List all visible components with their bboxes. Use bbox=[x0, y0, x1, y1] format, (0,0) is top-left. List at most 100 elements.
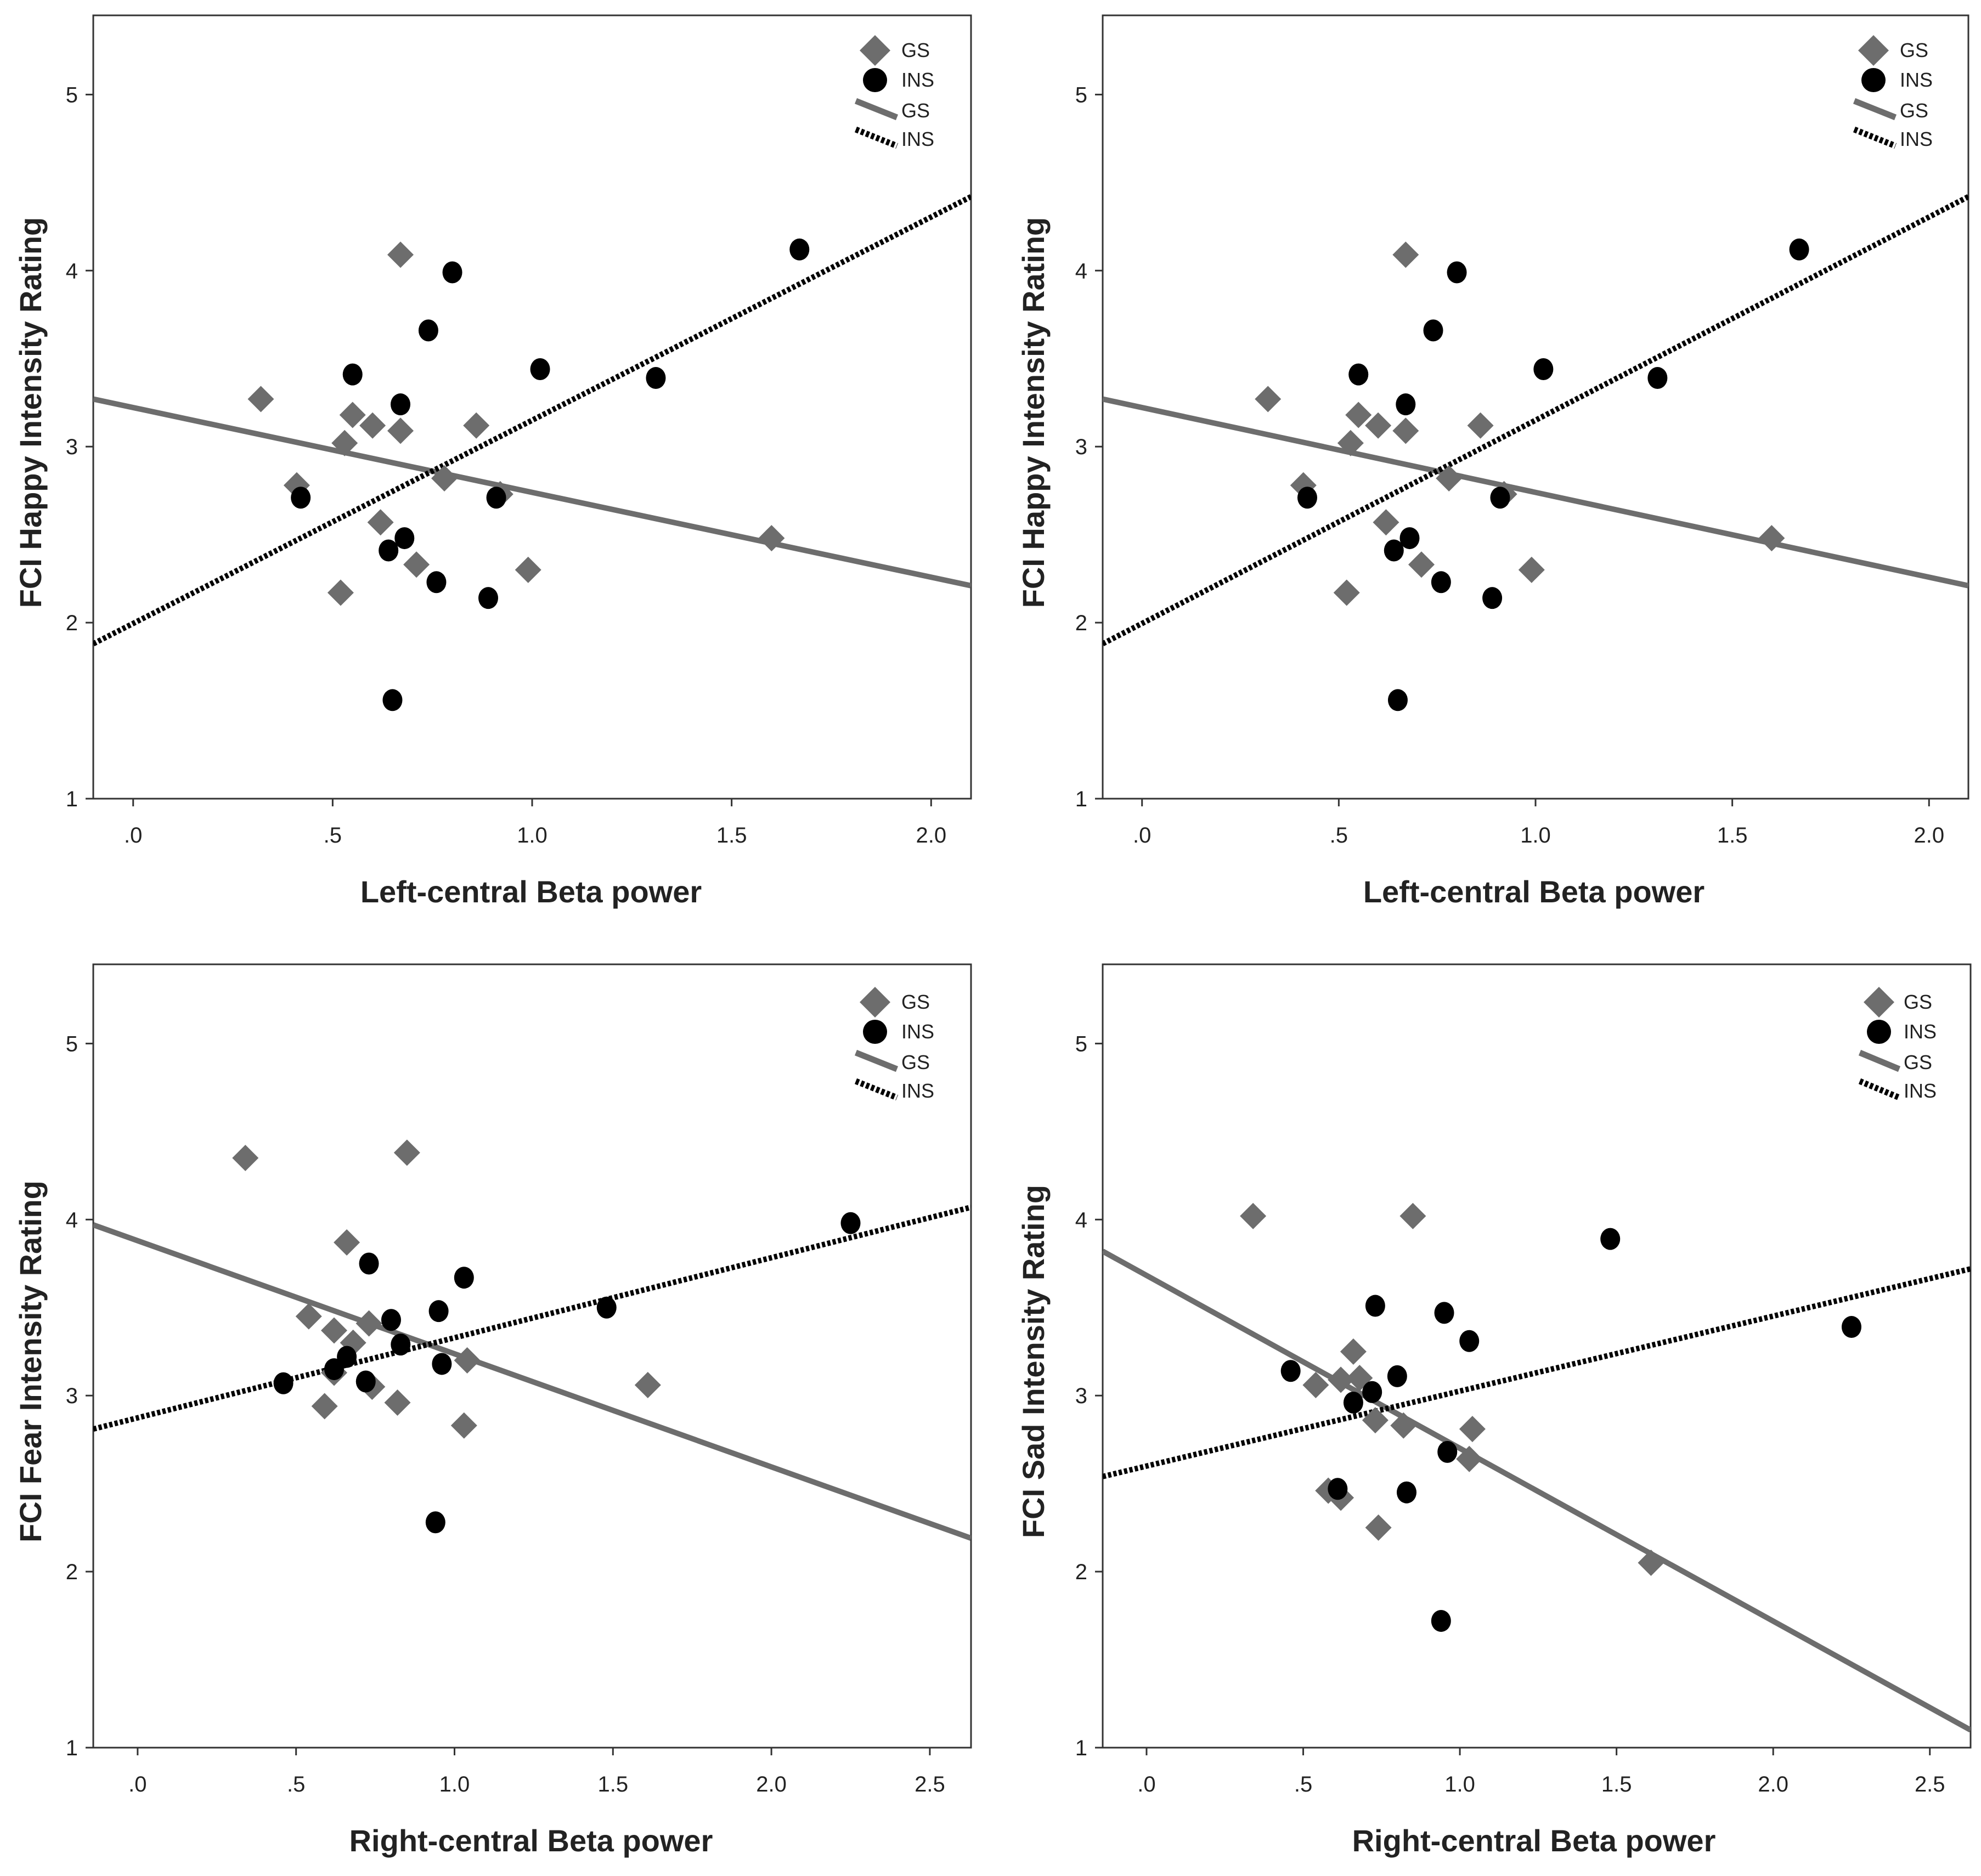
gs-point bbox=[311, 1393, 338, 1420]
ins-point bbox=[1396, 1481, 1416, 1504]
ins-point bbox=[1437, 1440, 1458, 1463]
y-tick-label: 5 bbox=[1075, 83, 1087, 107]
x-tick-label: 1.5 bbox=[597, 1772, 628, 1796]
gs-point bbox=[1302, 1371, 1329, 1398]
x-tick-label: 2.5 bbox=[915, 1772, 945, 1796]
ins-point bbox=[391, 1333, 411, 1356]
legend-gs-marker-label: GS bbox=[1900, 39, 1928, 61]
gs-point bbox=[634, 1371, 661, 1398]
gs-point bbox=[387, 241, 414, 268]
ins-point bbox=[1447, 261, 1467, 284]
y-tick-label: 3 bbox=[1075, 435, 1087, 459]
x-tick-label: 2.0 bbox=[756, 1772, 787, 1796]
ins-point bbox=[1841, 1316, 1861, 1338]
ins-point bbox=[391, 393, 410, 416]
gs-point bbox=[450, 1412, 477, 1439]
x-tick-label: 1.0 bbox=[439, 1772, 470, 1796]
x-axis-label: Right-central Beta power bbox=[349, 1823, 713, 1858]
x-tick-label: 1.5 bbox=[1601, 1772, 1632, 1796]
plot-frame bbox=[1102, 963, 1972, 1749]
legend-gs-line-label: GS bbox=[1904, 1051, 1932, 1073]
gs-fit-line bbox=[1103, 396, 1968, 589]
gs-point bbox=[339, 402, 366, 428]
legend-gs-line-label: GS bbox=[901, 1051, 930, 1073]
gs-point bbox=[403, 551, 430, 578]
legend-gs-marker-label: GS bbox=[1904, 991, 1932, 1013]
legend-gs-marker-icon bbox=[860, 35, 890, 66]
x-axis-label: Left-central Beta power bbox=[360, 874, 702, 909]
legend-ins-marker-icon bbox=[1867, 1020, 1891, 1044]
ins-point bbox=[442, 261, 462, 284]
gs-point bbox=[1362, 1407, 1389, 1434]
legend-ins-line-icon bbox=[854, 1078, 899, 1101]
y-tick-label: 1 bbox=[1075, 1736, 1087, 1760]
ins-point bbox=[337, 1346, 357, 1368]
legend-ins-line-label: INS bbox=[1900, 128, 1933, 150]
x-tick-label: .5 bbox=[1330, 823, 1348, 847]
y-tick-label: 2 bbox=[1075, 1560, 1087, 1584]
ins-point bbox=[530, 358, 550, 381]
x-tick-label: .0 bbox=[124, 823, 142, 847]
x-tick-label: .5 bbox=[287, 1772, 305, 1796]
panel-top-right: Left-central Beta power FCI Happy Intens… bbox=[1016, 14, 1969, 909]
legend-gs-marker-icon bbox=[860, 987, 890, 1018]
gs-point bbox=[327, 579, 354, 606]
legend-gs-line-icon bbox=[854, 1049, 899, 1072]
legend: GS INS GS INS bbox=[854, 987, 934, 1102]
ins-point bbox=[1533, 358, 1554, 381]
ins-fit-line bbox=[1103, 1266, 1971, 1479]
y-tick-label: 5 bbox=[66, 1032, 78, 1056]
gs-point bbox=[515, 556, 541, 583]
ins-point bbox=[1490, 487, 1510, 509]
gs-point bbox=[1408, 551, 1435, 578]
x-tick-label: .0 bbox=[1137, 1772, 1155, 1796]
y-tick-label: 2 bbox=[1075, 611, 1087, 635]
legend-ins-marker-icon bbox=[863, 68, 887, 92]
ins-point bbox=[1362, 1381, 1382, 1403]
ins-point bbox=[1348, 363, 1369, 386]
ins-point bbox=[486, 487, 506, 509]
y-tick-label: 3 bbox=[1075, 1384, 1087, 1408]
gs-point bbox=[431, 465, 458, 491]
y-tick-label: 1 bbox=[1075, 787, 1087, 811]
ins-point bbox=[342, 363, 363, 386]
legend-gs-marker-icon bbox=[1864, 987, 1894, 1018]
ins-point bbox=[1434, 1302, 1454, 1324]
legend-gs-line-icon bbox=[854, 98, 899, 121]
ins-point bbox=[418, 319, 438, 342]
gs-point bbox=[1365, 412, 1392, 439]
ins-point bbox=[1459, 1330, 1480, 1352]
gs-point bbox=[1459, 1416, 1486, 1443]
plot-frame bbox=[92, 14, 972, 800]
gs-point bbox=[1333, 579, 1360, 606]
ins-fit-line bbox=[1103, 194, 1968, 647]
y-tick-label: 5 bbox=[66, 83, 78, 107]
ins-point bbox=[1647, 367, 1668, 389]
x-tick-label: 2.0 bbox=[1914, 823, 1944, 847]
x-tick-label: .5 bbox=[324, 823, 342, 847]
y-axis-label: FCI Happy Intensity Rating bbox=[13, 217, 48, 608]
gs-point bbox=[1392, 241, 1419, 268]
y-axis-label: FCI Happy Intensity Rating bbox=[1016, 217, 1051, 608]
gs-point bbox=[1328, 1366, 1354, 1393]
ins-point bbox=[359, 1252, 379, 1275]
y-tick-label: 1 bbox=[66, 787, 78, 811]
ins-point bbox=[646, 367, 666, 389]
gs-point bbox=[367, 509, 394, 536]
legend-gs-line-label: GS bbox=[1900, 99, 1928, 122]
legend-gs-line-icon bbox=[1853, 98, 1897, 121]
gs-point bbox=[1392, 417, 1419, 444]
x-tick-label: .5 bbox=[1294, 1772, 1312, 1796]
ins-point bbox=[426, 571, 447, 594]
gs-point bbox=[1365, 1514, 1392, 1541]
panel-bottom-right: Right-central Beta power FCI Sad Intensi… bbox=[1016, 963, 1972, 1858]
ins-point bbox=[273, 1372, 294, 1394]
ins-point bbox=[1789, 238, 1809, 261]
legend-ins-line-icon bbox=[854, 126, 899, 149]
y-axis-label: FCI Sad Intensity Rating bbox=[1016, 1185, 1051, 1538]
gs-point bbox=[384, 1389, 411, 1416]
gs-point bbox=[1340, 1338, 1367, 1365]
x-axis-label: Right-central Beta power bbox=[1352, 1823, 1716, 1858]
ins-point bbox=[382, 689, 403, 711]
